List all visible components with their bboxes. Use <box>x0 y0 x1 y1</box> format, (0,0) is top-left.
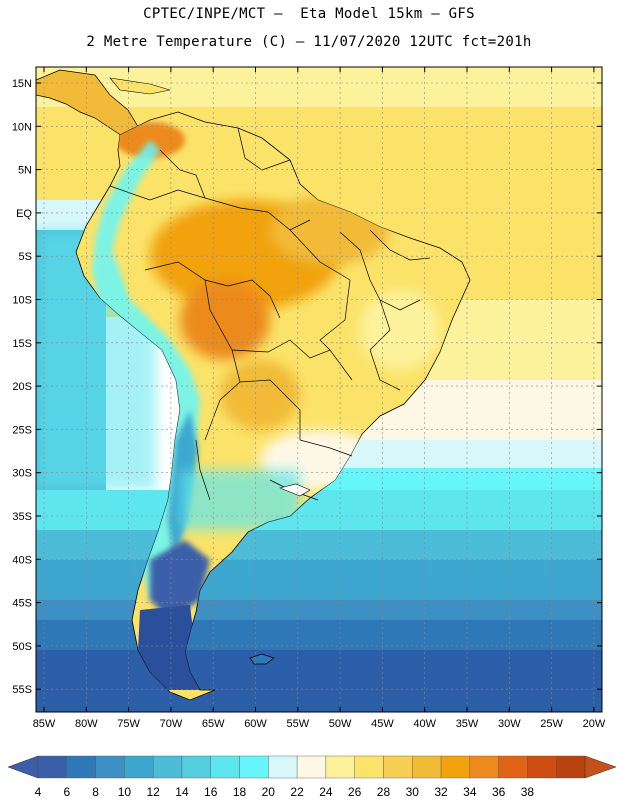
lat-label: 30S <box>12 468 32 480</box>
map-plot-area <box>36 67 602 712</box>
chart-title-line-2: 2 Metre Temperature (C) – 11/07/2020 12U… <box>86 34 532 50</box>
central-america-land <box>36 69 171 141</box>
longitude-labels: 85W 80W 75W 70W 65W 60W 55W 50W 45W 40W 35W 30W 25W 2… <box>33 718 606 730</box>
lat-label: 5N <box>18 165 32 177</box>
axis-ticks <box>36 67 602 712</box>
colorbar-swatch <box>498 755 528 779</box>
lon-label: 70W <box>160 718 183 730</box>
colorbar-swatch <box>383 755 413 779</box>
colorbar-low-arrow <box>7 755 39 779</box>
lon-label: 55W <box>286 718 309 730</box>
south-america-land <box>75 111 471 701</box>
lat-label: 40S <box>12 554 32 566</box>
lat-label: 50S <box>12 641 32 653</box>
colorbar-tick-label: 34 <box>463 785 477 799</box>
colorbar-tick-label: 20 <box>262 785 276 799</box>
colorbar-tick-label: 32 <box>434 785 448 799</box>
colorbar-tick-label: 24 <box>319 785 333 799</box>
colorbar-swatch <box>325 755 355 779</box>
map-frame <box>35 66 603 713</box>
colorbar-tick-label: 10 <box>118 785 132 799</box>
colorbar-tick-label: 18 <box>233 785 247 799</box>
lon-label: 85W <box>33 718 56 730</box>
colorbar-tick-label: 6 <box>63 785 70 799</box>
colorbar-swatch <box>210 755 240 779</box>
colorbar-tick-label: 14 <box>175 785 189 799</box>
colorbar-swatch <box>268 755 298 779</box>
colorbar-swatch <box>124 755 154 779</box>
colorbar-swatch <box>469 755 499 779</box>
colorbar-tick-label: 28 <box>377 785 391 799</box>
colorbar: 4 6 8 10 12 14 16 18 20 22 24 26 28 30 32 34 36 38 <box>7 755 617 799</box>
lon-label: 20W <box>583 718 606 730</box>
graticule <box>36 67 602 712</box>
lon-label: 25W <box>540 718 563 730</box>
lon-label: 45W <box>371 718 394 730</box>
colorbar-tick-label: 8 <box>92 785 99 799</box>
colorbar-swatch <box>152 755 183 779</box>
colorbar-tick-label: 22 <box>290 785 304 799</box>
latitude-labels: 15N 10N 5N EQ 5S 10S 15S 20S 25S 30S 35S 40S 45S 50S 5… <box>12 78 33 696</box>
lat-label: EQ <box>16 208 32 220</box>
country-borders <box>109 127 431 501</box>
lon-label: 50W <box>329 718 352 730</box>
colorbar-swatch <box>296 755 327 779</box>
lat-label: 15N <box>12 78 32 90</box>
lat-label: 25S <box>12 424 32 436</box>
colorbar-tick-label: 26 <box>348 785 362 799</box>
lat-label: 35S <box>12 511 32 523</box>
colorbar-swatch <box>412 755 442 779</box>
lat-label: 10N <box>12 121 32 133</box>
falkland-islands <box>249 653 275 665</box>
colorbar-tick-label: 36 <box>492 785 506 799</box>
lon-label: 30W <box>498 718 521 730</box>
colorbar-swatch <box>239 755 269 779</box>
colorbar-swatch <box>66 755 96 779</box>
colorbar-swatch <box>556 755 586 779</box>
colorbar-tick-label: 4 <box>35 785 42 799</box>
lat-label: 5S <box>19 251 32 263</box>
lon-label: 35W <box>456 718 479 730</box>
colorbar-tick-label: 30 <box>406 785 420 799</box>
lat-label: 55S <box>12 684 32 696</box>
lat-label: 10S <box>12 295 32 307</box>
colorbar-high-arrow <box>584 755 617 779</box>
lon-label: 65W <box>202 718 225 730</box>
lon-label: 80W <box>75 718 98 730</box>
lat-label: 15S <box>12 338 32 350</box>
colorbar-swatch <box>95 755 125 779</box>
colorbar-swatch <box>181 755 211 779</box>
colorbar-tick-label: 38 <box>521 785 535 799</box>
lagoon <box>279 483 311 497</box>
lat-label: 20S <box>12 381 32 393</box>
lon-label: 40W <box>413 718 436 730</box>
lon-label: 60W <box>244 718 267 730</box>
lat-label: 45S <box>12 598 32 610</box>
colorbar-swatch <box>37 755 67 779</box>
colorbar-swatch <box>440 755 471 779</box>
colorbar-tick-label: 16 <box>204 785 218 799</box>
colorbar-tick-label: 12 <box>146 785 160 799</box>
lon-label: 75W <box>117 718 140 730</box>
colorbar-swatch <box>527 755 557 779</box>
colorbar-swatch <box>354 755 384 779</box>
chart-title-line-1: CPTEC/INPE/MCT – Eta Model 15km – GFS <box>143 6 475 22</box>
